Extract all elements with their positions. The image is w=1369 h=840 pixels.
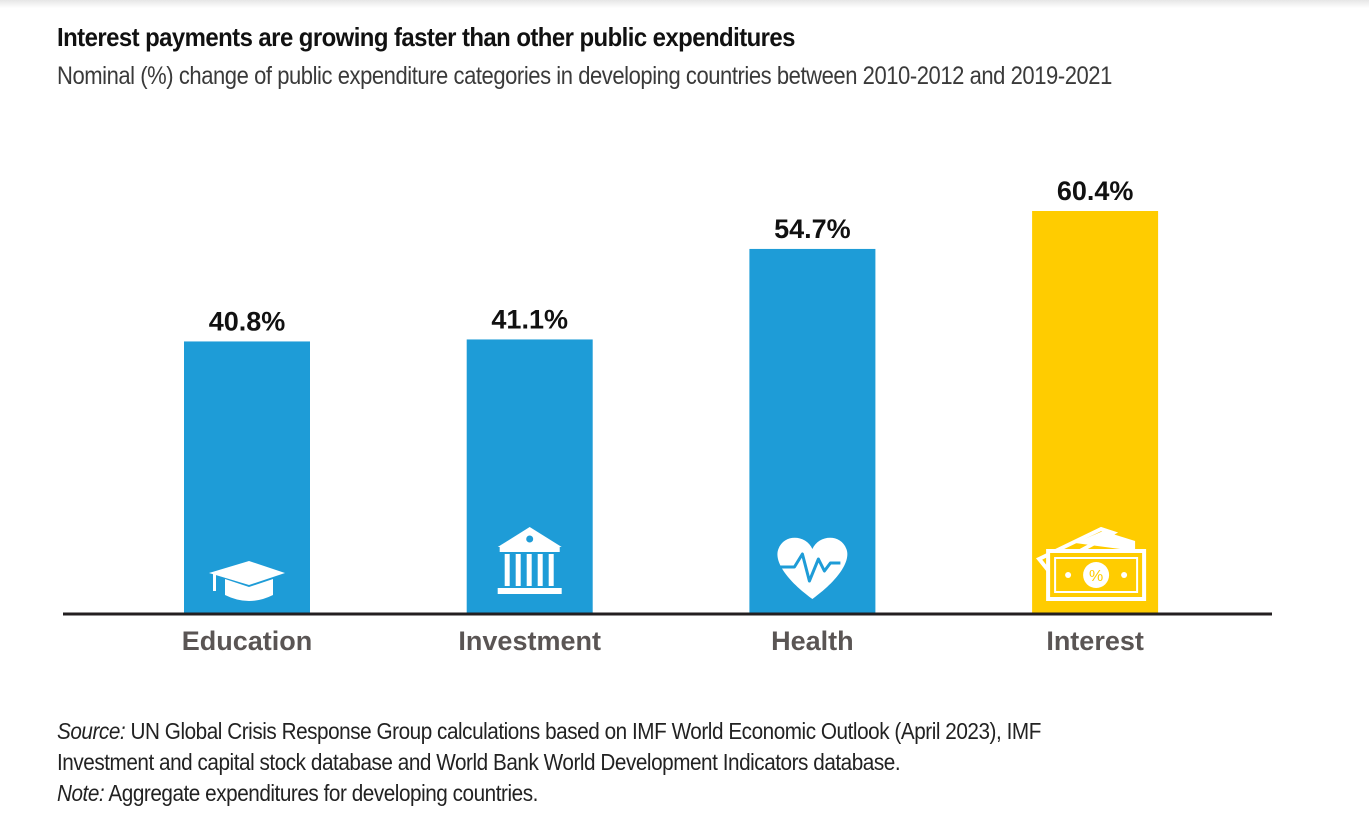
note-line: Note: Aggregate expenditures for develop… (57, 778, 1041, 809)
bars-group: 40.8% Education 41.1% Investment 54.7% Health… (182, 176, 1159, 656)
category-label-education: Education (182, 626, 313, 656)
top-shadow-band (0, 0, 1369, 8)
bank-building-icon (497, 527, 562, 594)
value-label-investment: 41.1% (491, 304, 568, 334)
note-text: Aggregate expenditures for developing co… (104, 780, 538, 806)
source-text: UN Global Crisis Response Group calculat… (125, 718, 1041, 744)
source-note: Source: UN Global Crisis Response Group … (57, 716, 1041, 809)
category-label-health: Health (771, 626, 854, 656)
source-label: Source: (57, 718, 126, 744)
category-label-investment: Investment (458, 626, 601, 656)
svg-text:%: % (1089, 568, 1103, 585)
heart-pulse-icon (777, 537, 848, 599)
category-label-interest: Interest (1046, 626, 1144, 656)
source-line-2: Investment and capital stock database an… (57, 749, 901, 775)
value-label-education: 40.8% (209, 306, 286, 336)
graduation-cap-icon (209, 561, 285, 601)
value-label-interest: 60.4% (1057, 176, 1134, 206)
chart-subtitle: Nominal (%) change of public expenditure… (57, 62, 1112, 90)
bar-interest (1032, 211, 1159, 613)
bar-chart: 40.8% Education 41.1% Investment 54.7% Health… (63, 176, 1272, 656)
money-percent-icon: % (1035, 526, 1147, 601)
source-line-1: Source: UN Global Crisis Response Group … (57, 716, 1041, 747)
value-label-health: 54.7% (774, 214, 851, 244)
note-label: Note: (57, 780, 105, 806)
chart-title: Interest payments are growing faster tha… (57, 22, 795, 52)
